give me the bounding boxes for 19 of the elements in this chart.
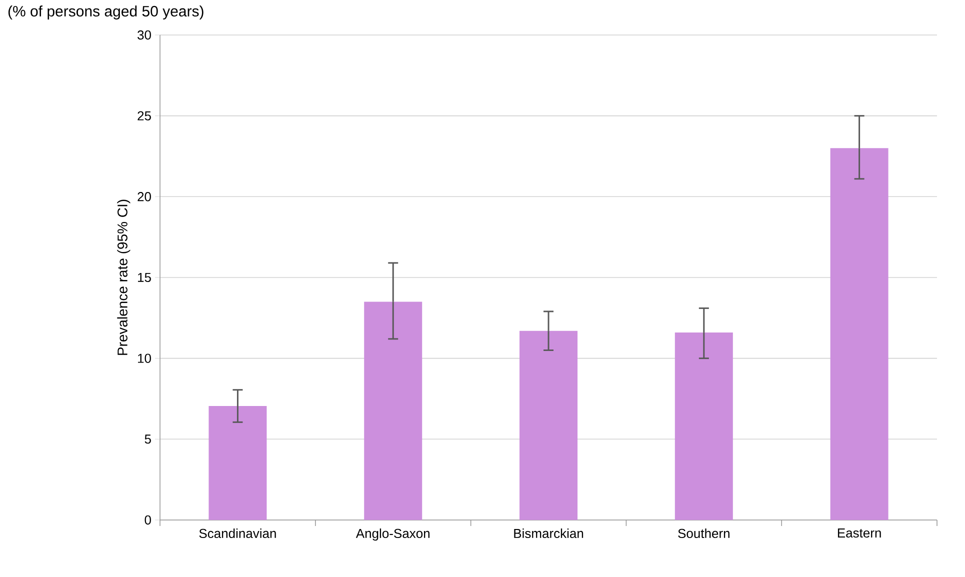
x-tick-label: Scandinavian bbox=[199, 528, 276, 538]
y-tick-label: 15 bbox=[138, 272, 151, 282]
bar bbox=[208, 406, 267, 520]
y-tick-label: 25 bbox=[138, 111, 151, 120]
y-tick-label: 10 bbox=[138, 354, 151, 363]
bar bbox=[830, 148, 888, 520]
bar bbox=[674, 332, 733, 520]
x-tick-label: Bismarckian bbox=[514, 528, 584, 538]
x-tick-label: Southern bbox=[678, 528, 730, 538]
x-tick-label: Eastern bbox=[838, 528, 881, 538]
y-tick-label: 0 bbox=[144, 515, 151, 525]
y-tick-label: 20 bbox=[138, 192, 151, 202]
y-tick-label: 30 bbox=[138, 30, 151, 40]
y-tick-label: 5 bbox=[144, 434, 151, 444]
y-axis-title: Prevalence rate (95% CI) bbox=[117, 200, 130, 355]
x-tick-label: Anglo-Saxon bbox=[356, 528, 430, 541]
bar bbox=[520, 330, 578, 520]
chart-title: (% of persons aged 50 years) bbox=[8, 6, 204, 20]
bar bbox=[364, 302, 422, 520]
